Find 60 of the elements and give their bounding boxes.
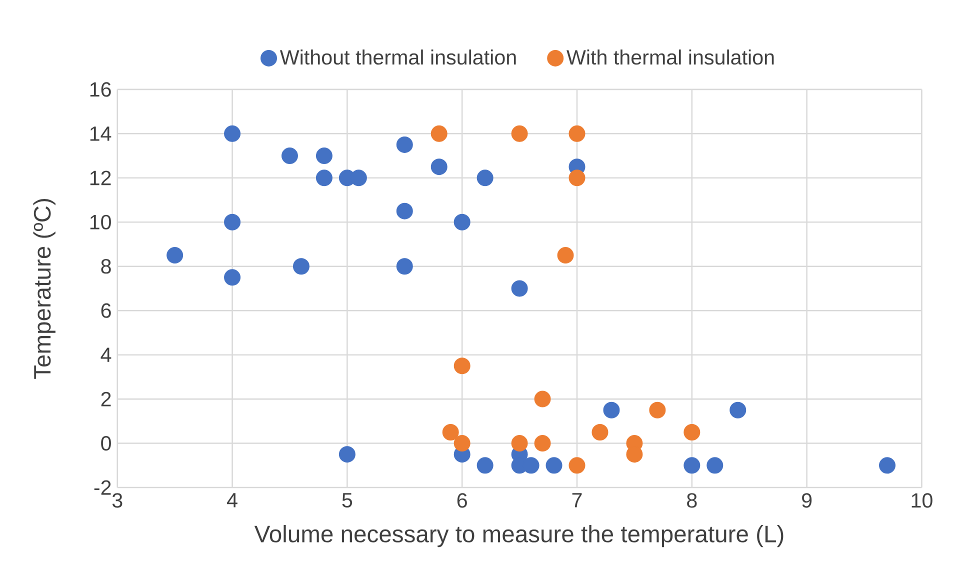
y-tick-label: 4 [100,348,112,362]
point [684,424,700,441]
point [568,457,586,474]
x-tick-label: 6 [457,493,467,508]
x-tick-label: 7 [572,493,582,508]
point [568,126,586,142]
point [592,424,608,441]
x-tick-label: 5 [342,493,352,508]
y-tick-label: -2 [94,480,111,495]
point [396,258,413,275]
legend-label: With thermal insulation [566,50,774,65]
point [706,457,724,474]
point [430,158,448,176]
y-tick-label: 14 [90,126,112,141]
point [879,457,896,474]
point [316,170,332,186]
y-axis-title: Temperature (ºC) [33,199,56,380]
y-tick-label: 8 [101,259,111,274]
x-tick-label: 4 [227,493,238,508]
point [534,435,551,452]
point [292,258,310,275]
point [557,247,574,264]
y-tick-label: 2 [101,392,111,406]
point [476,457,494,474]
legend-label: Without thermal insulation [280,50,516,65]
point [546,457,562,474]
point [442,424,459,441]
x-axis-title: Volume necessary to measure the temperature (L) [254,525,784,548]
point [396,202,413,220]
point [281,148,298,164]
point [224,126,241,142]
y-tick-label: 12 [90,170,111,186]
point [454,358,470,374]
point [224,214,241,230]
point [730,402,746,418]
point [534,390,551,408]
y-tick-label: 16 [90,82,111,97]
x-tick-label: 8 [687,493,697,508]
point [430,126,448,142]
y-tick-label: 0 [101,436,111,451]
point [338,446,356,463]
point [454,435,470,452]
point [224,269,241,286]
y-tick-label: 10 [90,214,111,230]
point [166,247,184,264]
point [316,148,332,164]
point [603,402,620,418]
point [476,170,494,186]
point [649,402,666,418]
point [568,170,586,186]
y-tick-label: 6 [101,303,111,318]
x-tick-label: 3 [112,493,122,508]
point [454,214,470,230]
point [511,435,528,452]
x-tick-label: 9 [802,493,812,508]
point [511,126,528,142]
point [511,280,528,297]
x-tick-label: 10 [912,493,932,508]
point [396,136,413,154]
point [684,457,700,474]
